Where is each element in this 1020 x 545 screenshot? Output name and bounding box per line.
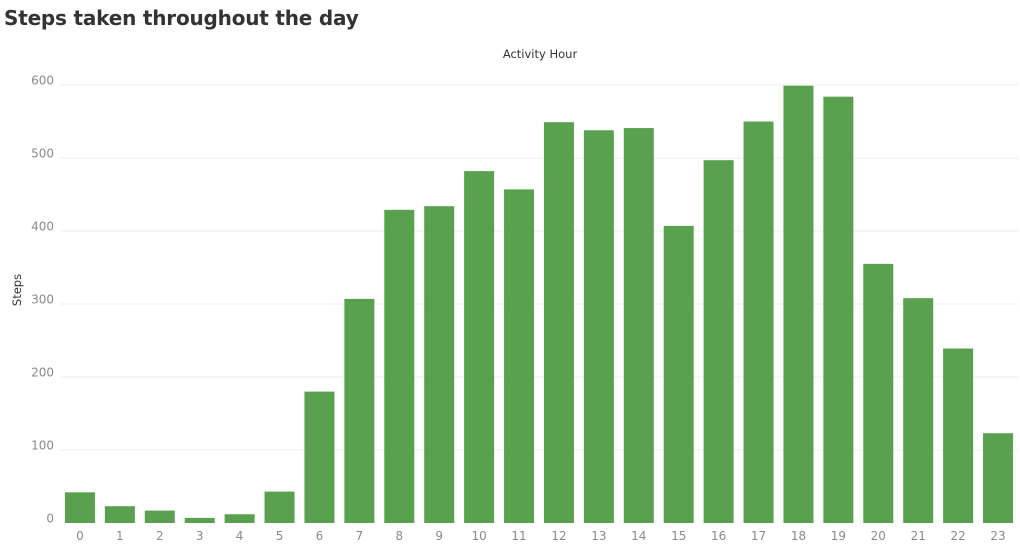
bar-hour-6[interactable] (304, 391, 335, 523)
y-tick-label: 300 (31, 293, 54, 307)
bar-hour-9[interactable] (424, 206, 455, 523)
x-tick-label: 11 (511, 529, 526, 543)
x-tick-label: 13 (591, 529, 606, 543)
x-tick-label: 17 (751, 529, 766, 543)
bar-hour-21[interactable] (903, 298, 934, 523)
y-axis-ticks: 0 100 200 300 400 500 600 (31, 74, 54, 526)
x-tick-label: 23 (990, 529, 1005, 543)
x-tick-label: 21 (911, 529, 926, 543)
y-tick-label: 400 (31, 220, 54, 234)
bar-hour-1[interactable] (104, 506, 135, 523)
y-tick-label: 500 (31, 147, 54, 161)
x-tick-label: 14 (631, 529, 646, 543)
x-tick-label: 2 (156, 529, 164, 543)
bar-hour-23[interactable] (983, 433, 1014, 523)
x-tick-label: 4 (236, 529, 244, 543)
x-tick-label: 16 (711, 529, 726, 543)
gridlines (60, 84, 1018, 451)
chart-title: Steps taken throughout the day (4, 6, 359, 30)
bar-hour-5[interactable] (264, 491, 295, 523)
x-tick-label: 0 (76, 529, 84, 543)
y-tick-label: 100 (31, 439, 54, 453)
x-axis-title: Activity Hour (503, 47, 578, 61)
bar-hour-14[interactable] (623, 128, 654, 523)
bar-hour-11[interactable] (504, 189, 535, 523)
bar-hour-15[interactable] (663, 225, 694, 523)
bar-hour-18[interactable] (783, 85, 814, 523)
x-tick-label: 9 (435, 529, 443, 543)
bar-hour-4[interactable] (224, 514, 255, 523)
x-tick-label: 7 (356, 529, 364, 543)
x-tick-label: 6 (316, 529, 324, 543)
x-tick-label: 15 (671, 529, 686, 543)
bar-hour-12[interactable] (543, 122, 574, 523)
bar-hour-17[interactable] (743, 121, 774, 524)
x-tick-label: 12 (551, 529, 566, 543)
bar-hour-2[interactable] (144, 510, 175, 523)
bars (64, 85, 1014, 524)
x-tick-label: 10 (471, 529, 486, 543)
bar-hour-0[interactable] (64, 492, 95, 523)
bar-hour-13[interactable] (583, 130, 614, 523)
bar-hour-22[interactable] (943, 348, 974, 523)
x-tick-label: 5 (276, 529, 284, 543)
x-tick-label: 19 (831, 529, 846, 543)
bar-hour-7[interactable] (344, 298, 375, 523)
bar-hour-16[interactable] (703, 160, 734, 523)
bar-hour-3[interactable] (184, 517, 215, 523)
x-tick-label: 1 (116, 529, 124, 543)
bar-hour-19[interactable] (823, 96, 854, 524)
bar-hour-10[interactable] (464, 171, 495, 523)
y-axis-title: Steps (10, 274, 24, 306)
bar-hour-8[interactable] (384, 209, 415, 523)
x-axis-ticks: 0 1 2 3 4 5 6 7 8 9 10 11 12 13 14 15 16 17 18 19 20 21 22 23 (76, 529, 1006, 543)
bar-hour-20[interactable] (863, 263, 894, 523)
x-tick-label: 22 (950, 529, 965, 543)
y-tick-label: 0 (46, 512, 54, 526)
x-tick-label: 3 (196, 529, 204, 543)
x-tick-label: 20 (871, 529, 886, 543)
y-tick-label: 200 (31, 366, 54, 380)
y-tick-label: 600 (31, 74, 54, 88)
x-tick-label: 18 (791, 529, 806, 543)
x-tick-label: 8 (395, 529, 403, 543)
